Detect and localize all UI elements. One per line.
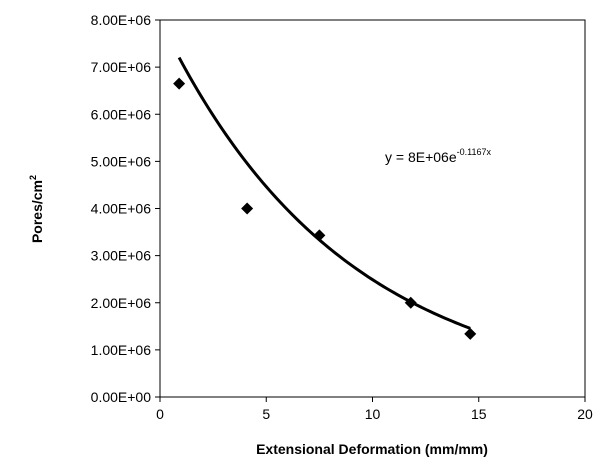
equation-base: y = 8E+06e [385, 149, 457, 165]
y-tick-label: 4.00E+06 [91, 201, 152, 217]
x-axis-title: Extensional Deformation (mm/mm) [256, 441, 488, 457]
data-point-diamond [313, 229, 326, 242]
y-axis-ticks: 0.00E+00 1.00E+06 2.00E+06 3.00E+06 4.00E+06… [91, 12, 160, 405]
data-point-diamond [404, 296, 417, 309]
trendline-equation: y = 8E+06e-0.1167x [385, 147, 491, 165]
y-axis-title-superscript: 2 [28, 175, 38, 180]
x-axis-ticks: 0 5 10 15 20 [156, 397, 593, 422]
y-tick-label: 0.00E+00 [91, 389, 152, 405]
y-axis-title-text: Pores/cm [29, 180, 45, 243]
y-tick-label: 8.00E+06 [91, 12, 152, 28]
y-axis-title: Pores/cm2 [28, 175, 45, 243]
y-tick-label: 3.00E+06 [91, 248, 152, 264]
data-point-diamond [464, 327, 477, 340]
y-tick-label: 1.00E+06 [91, 342, 152, 358]
x-tick-label: 0 [156, 406, 164, 422]
x-tick-label: 5 [262, 406, 270, 422]
y-tick-label: 2.00E+06 [91, 295, 152, 311]
data-points [173, 77, 477, 340]
x-tick-label: 20 [577, 406, 593, 422]
equation-exponent: -0.1167x [457, 147, 492, 157]
y-tick-label: 6.00E+06 [91, 106, 152, 122]
exponential-trendline [177, 56, 471, 330]
y-tick-label: 5.00E+06 [91, 153, 152, 169]
x-tick-label: 10 [365, 406, 381, 422]
plot-area [159, 19, 586, 398]
y-tick-label: 7.00E+06 [91, 59, 152, 75]
data-point-diamond [173, 77, 186, 90]
x-tick-label: 15 [471, 406, 487, 422]
trendline-layer [177, 56, 471, 330]
data-point-diamond [241, 202, 254, 215]
